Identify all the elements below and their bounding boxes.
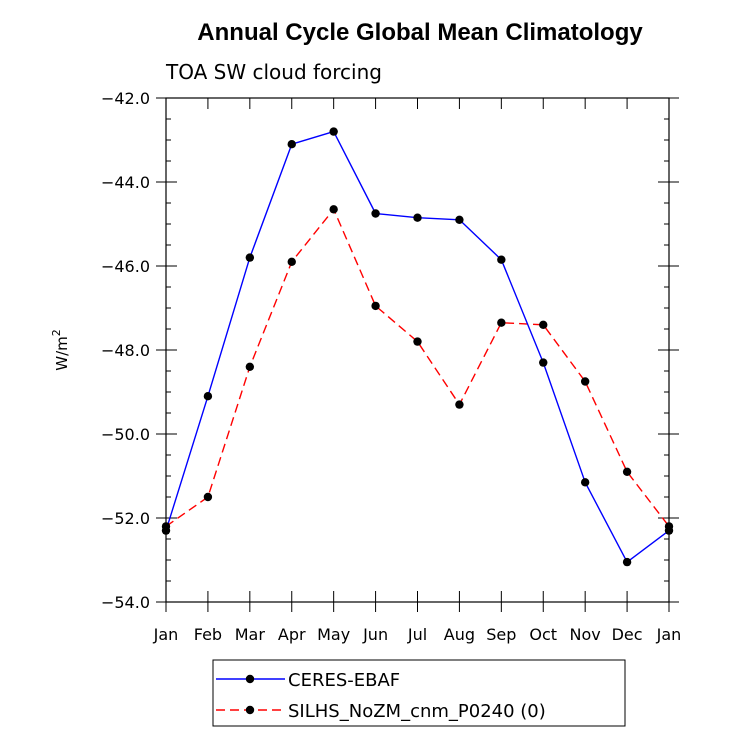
- y-tick-label: −44.0: [101, 173, 150, 192]
- data-point-silhs: [245, 362, 255, 371]
- chart-subtitle: TOA SW cloud forcing: [165, 60, 382, 84]
- data-point-ceres: [287, 140, 296, 149]
- y-tick-label: −54.0: [101, 593, 150, 612]
- svg-text:W/m2: W/m2: [50, 329, 71, 371]
- data-point-ceres: [245, 253, 255, 262]
- data-point-silhs: [287, 257, 296, 266]
- data-point-ceres: [413, 213, 422, 222]
- data-point-ceres: [203, 392, 213, 401]
- legend-label-ceres: CERES-EBAF: [288, 670, 400, 691]
- x-tick-label: Mar: [235, 625, 266, 644]
- y-axis-label-exponent: 2: [50, 329, 63, 336]
- legend-box: [212, 659, 626, 727]
- x-tick-label: Dec: [612, 625, 643, 644]
- data-point-silhs: [497, 318, 506, 327]
- chart-title: Annual Cycle Global Mean Climatology: [197, 19, 643, 46]
- data-point-ceres: [580, 478, 590, 487]
- legend-label-silhs: SILHS_NoZM_cnm_P0240 (0): [288, 701, 546, 722]
- data-point-ceres: [329, 127, 338, 136]
- data-point-silhs: [371, 301, 380, 311]
- data-point-silhs: [539, 320, 548, 329]
- data-point-silhs: [455, 400, 464, 409]
- x-tick-label: Nov: [570, 625, 601, 644]
- legend-marker-silhs: [245, 705, 255, 715]
- data-point-ceres: [539, 358, 548, 367]
- x-tick-label: Sep: [486, 625, 516, 644]
- x-tick-label: Apr: [278, 625, 306, 644]
- x-tick-label: Jan: [656, 625, 682, 644]
- y-tick-label: −48.0: [101, 341, 150, 360]
- x-tick-label: Jan: [153, 625, 179, 644]
- data-point-ceres: [371, 209, 380, 218]
- data-point-ceres: [664, 526, 674, 535]
- legend: CERES-EBAF SILHS_NoZM_cnm_P0240 (0): [212, 659, 626, 727]
- y-tick-label: −52.0: [101, 509, 150, 528]
- x-tick-label: Feb: [194, 625, 222, 644]
- y-axis-label: W/m2: [50, 329, 71, 371]
- x-tick-label: May: [317, 625, 350, 644]
- data-point-silhs: [580, 377, 590, 386]
- data-point-silhs: [413, 337, 422, 346]
- data-point-ceres: [622, 557, 632, 567]
- x-tick-label: Oct: [529, 625, 557, 644]
- legend-marker-ceres: [245, 674, 255, 684]
- y-axis-label-base: W/m: [53, 336, 71, 371]
- x-tick-label: Jun: [362, 625, 388, 644]
- data-point-ceres: [455, 215, 464, 224]
- data-point-silhs: [203, 492, 213, 502]
- data-point-ceres: [161, 526, 171, 535]
- axis-ticks: Jan Feb Mar Apr May Jun Jul Aug Sep Oct Nov Dec Jan−…: [101, 89, 681, 644]
- y-tick-label: −42.0: [101, 89, 150, 108]
- y-tick-label: −50.0: [101, 425, 150, 444]
- y-tick-label: −46.0: [101, 257, 150, 276]
- data-point-silhs: [622, 467, 632, 476]
- x-tick-label: Aug: [444, 625, 475, 644]
- data-point-silhs: [329, 205, 338, 214]
- data-series: [161, 127, 674, 567]
- x-tick-label: Jul: [407, 625, 427, 644]
- data-point-ceres: [497, 255, 506, 264]
